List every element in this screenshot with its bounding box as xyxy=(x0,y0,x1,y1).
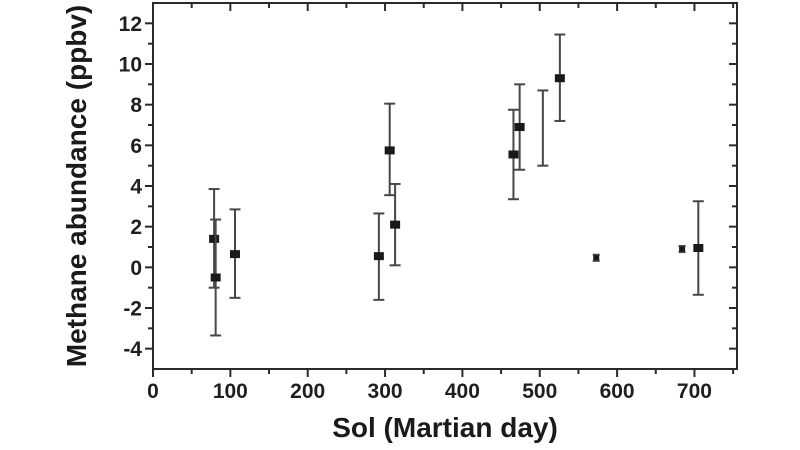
data-point-sol-313 xyxy=(389,182,401,267)
data-point-sol-684 xyxy=(678,244,686,254)
x-tick-label: 0 xyxy=(147,380,159,403)
y-tick-label: 0 xyxy=(130,257,142,280)
square-marker xyxy=(384,146,395,155)
y-tick-label: -4 xyxy=(123,338,142,361)
data-point-sol-573 xyxy=(592,253,600,262)
x-tick-label: 200 xyxy=(290,380,325,403)
x-axis-bottom-ticks: 0 100 200 300 400 500 600 700 xyxy=(147,369,735,403)
x-tick-label: 100 xyxy=(213,380,248,403)
square-marker xyxy=(693,244,704,253)
x-axis-title: Sol (Martian day) xyxy=(332,412,558,443)
data-point-sol-292 xyxy=(373,212,385,301)
plot-frame xyxy=(152,2,738,370)
x-tick-label: 600 xyxy=(600,380,635,403)
x-tick-label: 700 xyxy=(677,380,712,403)
data-point-sol-106 xyxy=(229,208,241,299)
data-point-sol-474 xyxy=(514,83,526,171)
square-marker xyxy=(554,74,565,83)
y-tick-label: 6 xyxy=(130,135,142,158)
square-marker-small xyxy=(593,255,600,261)
square-marker xyxy=(229,250,240,259)
x-tick-label: 500 xyxy=(522,380,557,403)
x-tick-label: 400 xyxy=(445,380,480,403)
data-point-sol-705 xyxy=(692,200,704,296)
data-point-sol-526 xyxy=(554,33,566,122)
x-axis-top-ticks xyxy=(152,3,735,11)
y-tick-label: 4 xyxy=(130,176,142,199)
square-marker xyxy=(210,273,221,282)
square-marker xyxy=(373,252,384,261)
y-tick-label: -2 xyxy=(123,298,142,321)
square-marker-small xyxy=(679,246,686,252)
y-axis-title: Methane abundance (ppbv) xyxy=(61,5,92,367)
y-tick-label: 10 xyxy=(119,54,142,77)
data-point-sol-466 xyxy=(507,108,519,201)
data-point-sol-306 xyxy=(384,102,396,197)
y-axis-right-ticks xyxy=(729,22,737,350)
square-marker xyxy=(514,123,525,132)
y-tick-label: 12 xyxy=(119,13,142,36)
square-marker xyxy=(508,150,519,159)
data-point-sol-504 xyxy=(537,89,549,167)
square-marker xyxy=(390,220,401,229)
x-tick-label: 300 xyxy=(368,380,403,403)
data-point-sol-81 xyxy=(210,218,222,337)
y-tick-label: 2 xyxy=(130,216,142,239)
data-point-sol-79 xyxy=(208,188,220,289)
data-series xyxy=(208,33,704,337)
square-marker xyxy=(209,234,220,243)
y-tick-label: 8 xyxy=(130,94,142,117)
y-axis-left-ticks: -4 -2 0 2 4 6 8 10 12 xyxy=(119,13,153,361)
plot-area: 0 100 200 300 400 500 600 700 -4 -2 0 2 4 6 8 10 12 xyxy=(119,2,738,403)
